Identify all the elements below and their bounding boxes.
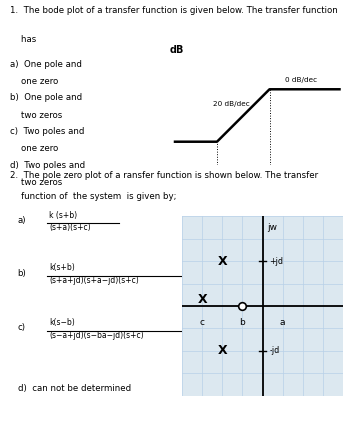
Text: a: a [280,318,285,327]
Text: one zero: one zero [10,77,59,86]
Text: c)  Two poles and: c) Two poles and [10,127,85,136]
Text: function of  the system  is given by;: function of the system is given by; [10,192,177,201]
Text: 1.  The bode plot of a transfer function is given below. The transfer function: 1. The bode plot of a transfer function … [10,6,338,15]
Text: 0 dB/dec: 0 dB/dec [285,77,317,83]
Text: +jd: +jd [270,256,284,266]
Text: 20 dB/dec: 20 dB/dec [213,101,249,107]
Text: two zeros: two zeros [10,111,63,120]
Text: (s+a)(s+c): (s+a)(s+c) [49,223,91,232]
Text: k (s+b): k (s+b) [49,211,77,220]
Text: a)  One pole and: a) One pole and [10,60,82,69]
Text: k(s+b): k(s+b) [49,264,75,273]
Text: d)  Two poles and: d) Two poles and [10,160,86,169]
Text: b): b) [18,269,26,278]
Text: dB: dB [170,45,184,55]
Text: has: has [10,35,37,44]
Text: k(s−b): k(s−b) [49,318,75,327]
Text: b: b [239,318,245,327]
Text: c: c [199,318,205,327]
Text: -jd: -jd [270,346,280,356]
Text: X: X [217,345,227,357]
Text: (s−a+jd)(s−ba−jd)(s+c): (s−a+jd)(s−ba−jd)(s+c) [49,330,144,339]
Text: b)  One pole and: b) One pole and [10,93,83,102]
Text: a): a) [18,216,26,225]
Text: d)  can not be determined: d) can not be determined [18,384,131,393]
Text: one zero: one zero [10,144,59,153]
Text: two zeros: two zeros [10,178,63,187]
Text: c): c) [18,324,26,333]
Text: X: X [197,293,207,306]
Text: (s+a+jd)(s+a−jd)(s+c): (s+a+jd)(s+a−jd)(s+c) [49,276,139,285]
Text: X: X [217,255,227,268]
Text: jw: jw [267,223,278,232]
Text: 2.  The pole zero plot of a ransfer function is shown below. The transfer: 2. The pole zero plot of a ransfer funct… [10,171,318,180]
